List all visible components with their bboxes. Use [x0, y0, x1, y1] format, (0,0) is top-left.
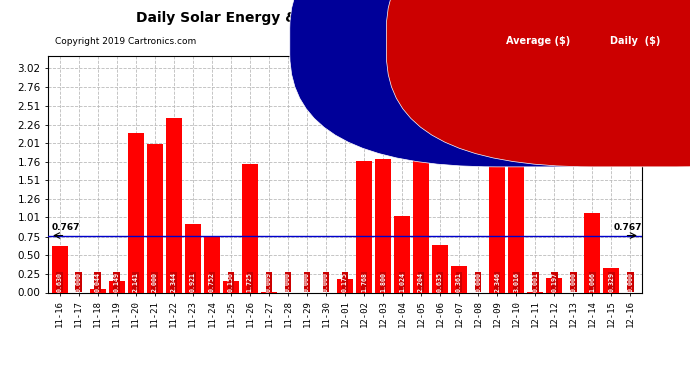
Text: 2.344: 2.344 [171, 272, 177, 292]
Text: 1.725: 1.725 [247, 272, 253, 292]
Text: 2.204: 2.204 [418, 272, 424, 292]
Text: 0.000: 0.000 [323, 272, 329, 292]
Text: 0.000: 0.000 [570, 272, 576, 292]
Text: 0.197: 0.197 [551, 272, 558, 292]
Text: 2.141: 2.141 [132, 272, 139, 292]
Text: 1.024: 1.024 [399, 272, 405, 292]
Text: Average ($): Average ($) [506, 36, 571, 45]
Text: 3.016: 3.016 [513, 272, 519, 292]
Text: 1.066: 1.066 [589, 272, 595, 292]
Text: 1.800: 1.800 [380, 272, 386, 292]
Text: 0.000: 0.000 [304, 272, 310, 292]
Text: 0.000: 0.000 [627, 272, 633, 292]
Bar [356, 161, 372, 292]
Text: 0.175: 0.175 [342, 272, 348, 292]
Text: Copyright 2019 Cartronics.com: Copyright 2019 Cartronics.com [55, 38, 197, 46]
Text: 0.000: 0.000 [475, 272, 481, 292]
Bar [375, 159, 391, 292]
Text: 0.044: 0.044 [95, 272, 101, 292]
Text: 0.767: 0.767 [613, 223, 642, 232]
Bar [147, 144, 163, 292]
Bar [584, 213, 600, 292]
Bar [394, 216, 410, 292]
Bar [489, 118, 505, 292]
Text: 0.361: 0.361 [456, 272, 462, 292]
Bar [185, 224, 201, 292]
Text: 2.346: 2.346 [494, 272, 500, 292]
Text: 0.329: 0.329 [609, 272, 614, 292]
Text: 0.156: 0.156 [228, 272, 234, 292]
Text: Daily Solar Energy & Average Value Tue Dec 17 16:06: Daily Solar Energy & Average Value Tue D… [136, 11, 554, 25]
Bar [223, 281, 239, 292]
Text: 0.149: 0.149 [114, 272, 120, 292]
Bar [52, 246, 68, 292]
Bar [109, 281, 125, 292]
Text: 0.630: 0.630 [57, 272, 63, 292]
Bar [546, 278, 562, 292]
Bar [413, 129, 429, 292]
Bar [337, 279, 353, 292]
Bar [432, 245, 448, 292]
Text: 0.635: 0.635 [437, 272, 443, 292]
Bar [128, 134, 144, 292]
Text: Daily  ($): Daily ($) [609, 36, 660, 45]
Bar [90, 289, 106, 292]
Bar [603, 268, 620, 292]
Text: 0.752: 0.752 [209, 272, 215, 292]
Text: 1.768: 1.768 [361, 272, 367, 292]
Bar [204, 237, 220, 292]
Bar [241, 164, 258, 292]
Bar [166, 118, 182, 292]
Bar [508, 68, 524, 292]
Text: 2.000: 2.000 [152, 272, 158, 292]
Text: 0.000: 0.000 [285, 272, 291, 292]
Bar [451, 266, 467, 292]
Text: 0.009: 0.009 [266, 272, 272, 292]
Text: 0.767: 0.767 [52, 223, 81, 232]
Text: 0.921: 0.921 [190, 272, 196, 292]
Text: 0.001: 0.001 [532, 272, 538, 292]
Text: 0.000: 0.000 [76, 272, 81, 292]
